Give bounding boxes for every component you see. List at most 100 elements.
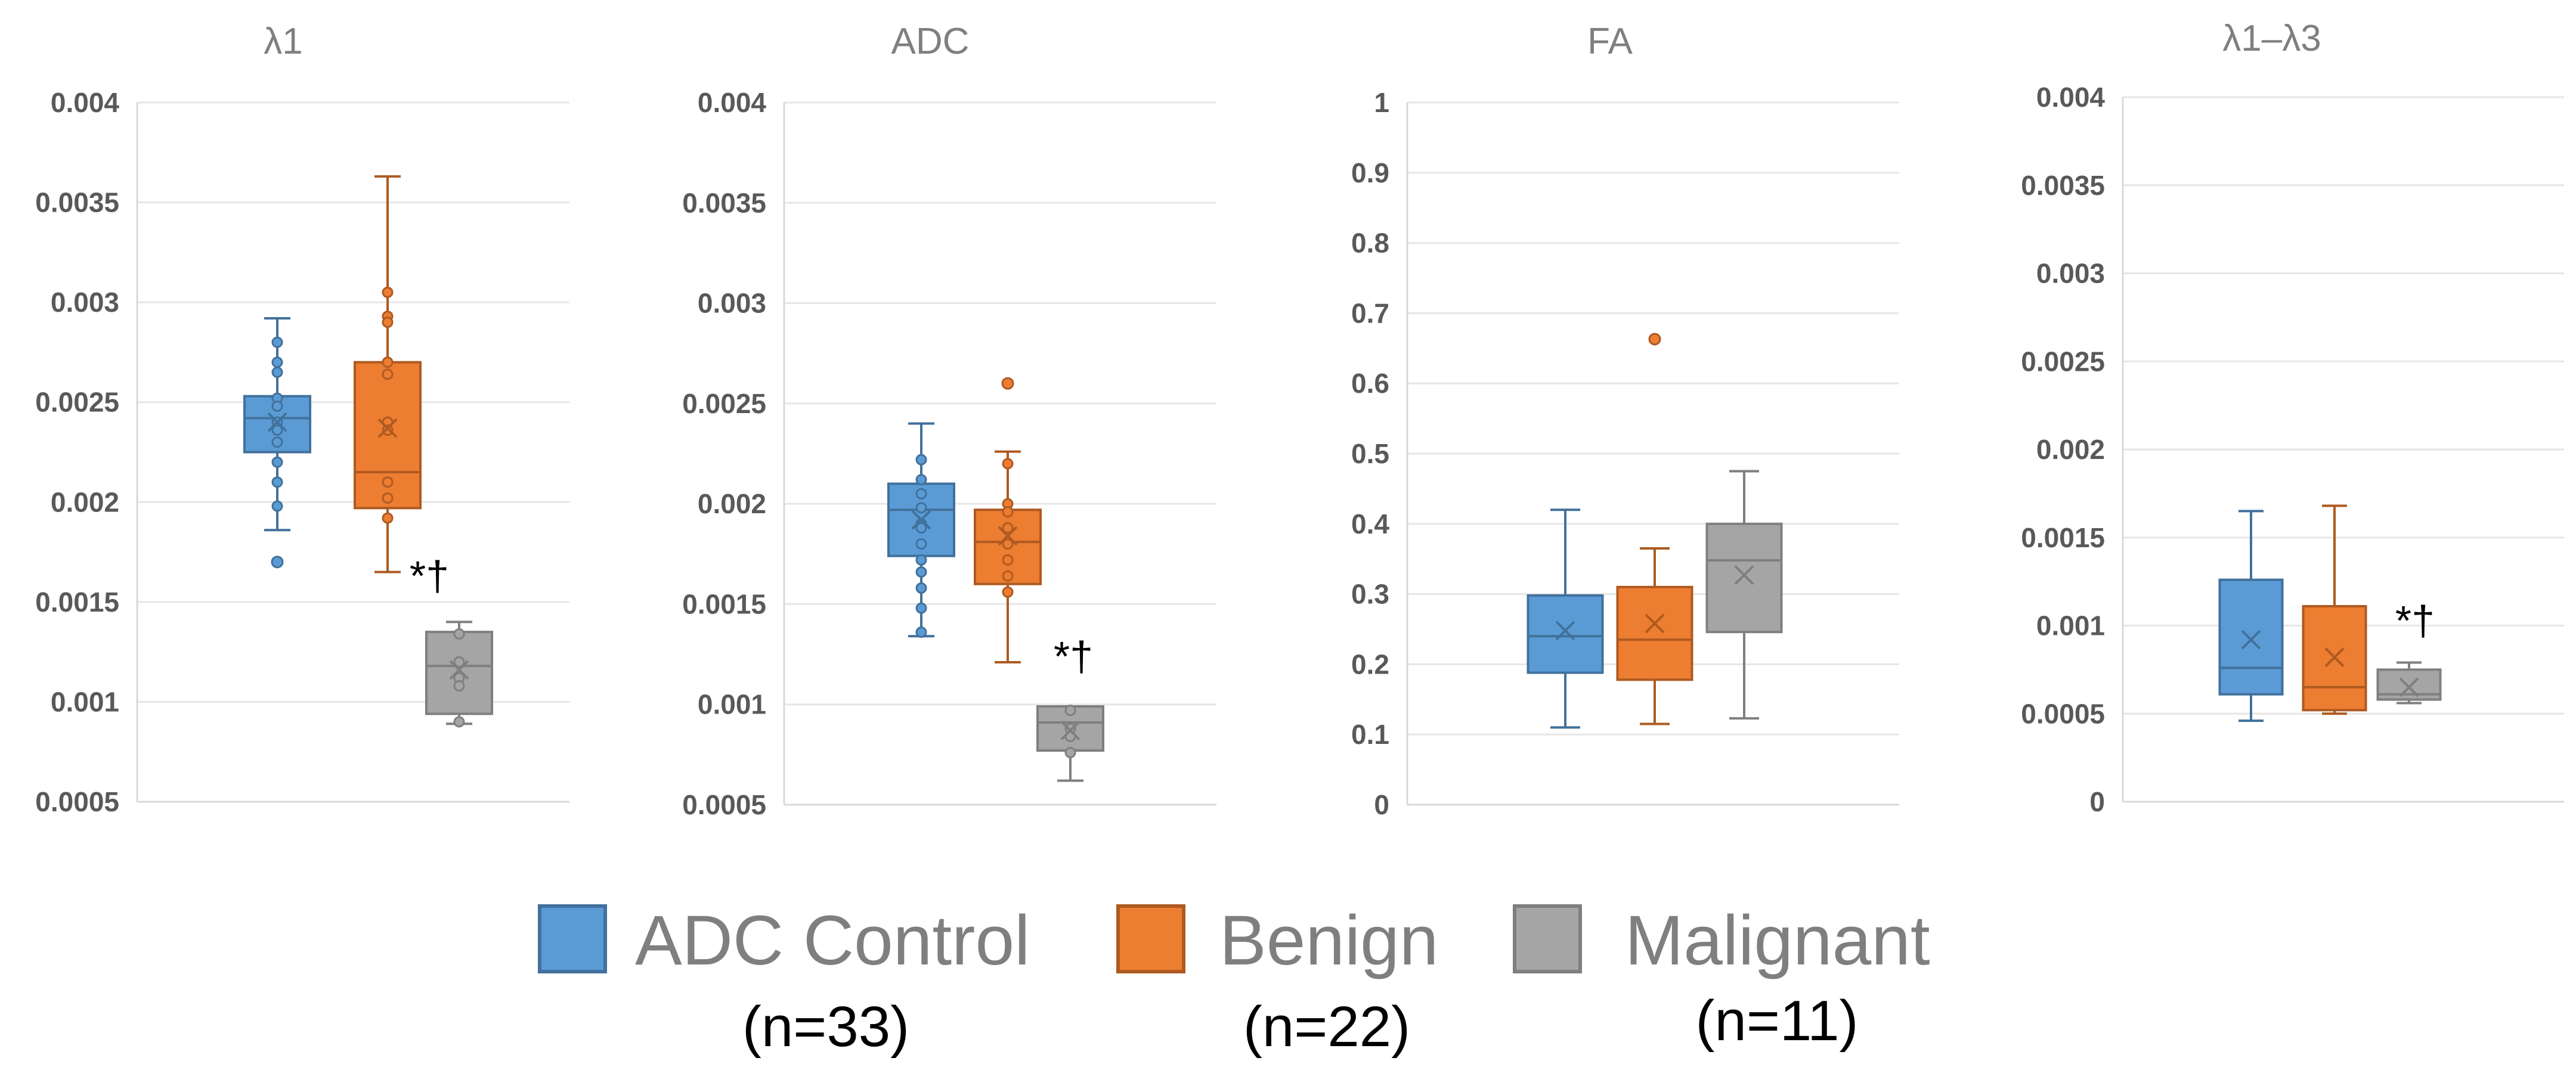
data-point <box>271 424 283 436</box>
data-point <box>1002 586 1014 598</box>
data-point <box>1002 554 1014 566</box>
box-benign <box>1616 333 1693 725</box>
data-point <box>271 456 283 468</box>
iqr-box <box>1527 594 1604 674</box>
y-tick-label: 0.5 <box>1351 438 1389 469</box>
panel-lambda1: λ1 0.0005 0.001 0.0015 0.002 0.0025 0.003 0.003… <box>35 21 569 817</box>
y-tick-label: 0.0025 <box>2021 346 2105 377</box>
mean-marker <box>1734 565 1754 585</box>
y-tick-label: 0.0025 <box>35 387 119 418</box>
legend-label-adc-control: ADC Control <box>635 901 1030 980</box>
outlier-point <box>1648 333 1661 346</box>
data-point <box>382 356 394 368</box>
mean-marker <box>377 418 398 438</box>
y-tick-label: 0.2 <box>1351 649 1389 680</box>
panel-lambda1-lambda3: λ1–λ3 0 0.0005 0.001 0.0015 0.002 0.0025 0.003 0… <box>2021 18 2564 817</box>
data-point <box>915 454 927 466</box>
legend-count-malignant: (n=11) <box>1695 989 1858 1053</box>
y-tick-label: 0.002 <box>51 486 119 517</box>
box-malignant <box>425 621 493 728</box>
y-tick-label: 0.1 <box>1351 719 1389 750</box>
mean-marker <box>2399 677 2419 697</box>
data-point <box>271 436 283 448</box>
y-tick-label: 0.001 <box>51 686 119 717</box>
significance-marker: *† <box>2395 597 2435 644</box>
y-tick-label: 0.0035 <box>35 187 119 218</box>
data-point <box>1002 506 1014 518</box>
legend-item-malignant: Malignant (n=11) <box>1513 901 1930 1053</box>
y-tick-label: 0.7 <box>1351 297 1389 328</box>
box-adc-control <box>887 422 955 638</box>
y-tick-label: 0.003 <box>2036 258 2105 289</box>
y-tick-label: 0.001 <box>2036 610 2105 641</box>
y-tick-label: 1 <box>1374 87 1389 118</box>
mean-marker <box>449 660 469 680</box>
data-point <box>271 476 283 488</box>
y-tick-label: 0.002 <box>698 488 766 519</box>
panels: λ1 0.0005 0.001 0.0015 0.002 0.0025 0.003 0.003… <box>35 18 2564 820</box>
y-tick-label: 0.003 <box>698 288 766 319</box>
data-point <box>915 538 927 550</box>
legend-item-benign: Benign (n=22) <box>1116 901 1438 1059</box>
y-tick-label: 0.001 <box>698 689 766 720</box>
y-tick-label: 0.0015 <box>682 588 766 619</box>
mean-marker <box>911 510 931 530</box>
iqr-box <box>2218 578 2284 696</box>
box-malignant <box>1705 470 1783 720</box>
y-tick-label: 0.0025 <box>682 388 766 419</box>
y-tick-label: 0.9 <box>1351 157 1389 188</box>
data-point <box>915 582 927 594</box>
legend-item-adc-control: ADC Control (n=33) <box>538 901 1030 1059</box>
legend-count-benign: (n=22) <box>1243 995 1410 1059</box>
box-malignant <box>2376 661 2442 705</box>
mean-marker <box>1060 721 1080 740</box>
legend-swatch-benign <box>1116 904 1185 973</box>
y-tick-label: 0.0035 <box>2021 170 2105 201</box>
box-benign <box>974 377 1042 664</box>
y-tick-label: 0.0005 <box>35 786 119 817</box>
significance-marker: *† <box>410 553 449 599</box>
data-point <box>382 286 394 298</box>
data-point <box>915 502 927 514</box>
legend-swatch-malignant <box>1513 904 1582 973</box>
y-tick-label: 0.003 <box>51 287 119 318</box>
data-point <box>382 424 394 436</box>
y-tick-label: 0 <box>2089 786 2105 817</box>
data-point <box>453 628 465 640</box>
box-benign <box>2302 504 2367 715</box>
data-point <box>382 476 394 488</box>
y-tick-label: 0.004 <box>51 87 120 118</box>
y-tick-label: 0.004 <box>698 87 767 118</box>
data-point <box>915 488 927 500</box>
data-point <box>915 474 927 486</box>
y-tick-label: 0.6 <box>1351 368 1389 399</box>
panel-title: ADC <box>891 21 970 62</box>
data-point <box>382 317 394 328</box>
legend-label-malignant: Malignant <box>1625 901 1930 980</box>
y-tick-label: 0.0015 <box>35 587 119 618</box>
y-tick-label: 0.0005 <box>2021 698 2105 729</box>
data-point <box>271 400 283 412</box>
data-point <box>453 680 465 692</box>
mean-marker <box>2324 647 2345 668</box>
data-point <box>1002 522 1014 534</box>
data-point <box>382 492 394 504</box>
y-tick-label: 0 <box>1374 789 1389 820</box>
box-malignant <box>1036 705 1104 782</box>
data-point <box>271 500 283 512</box>
data-point <box>915 602 927 614</box>
y-tick-label: 0.0015 <box>2021 522 2105 553</box>
mean-marker <box>998 526 1018 546</box>
legend-label-benign: Benign <box>1219 901 1438 980</box>
mean-marker <box>1645 613 1665 634</box>
data-point <box>1002 570 1014 582</box>
data-point <box>382 368 394 380</box>
data-point <box>915 626 927 638</box>
data-point <box>1064 746 1076 758</box>
box-adc-control <box>243 317 311 569</box>
data-point <box>271 366 283 378</box>
data-point <box>271 336 283 348</box>
data-point <box>1002 538 1014 550</box>
outlier-point <box>271 556 284 569</box>
y-tick-label: 0.0005 <box>682 789 766 820</box>
